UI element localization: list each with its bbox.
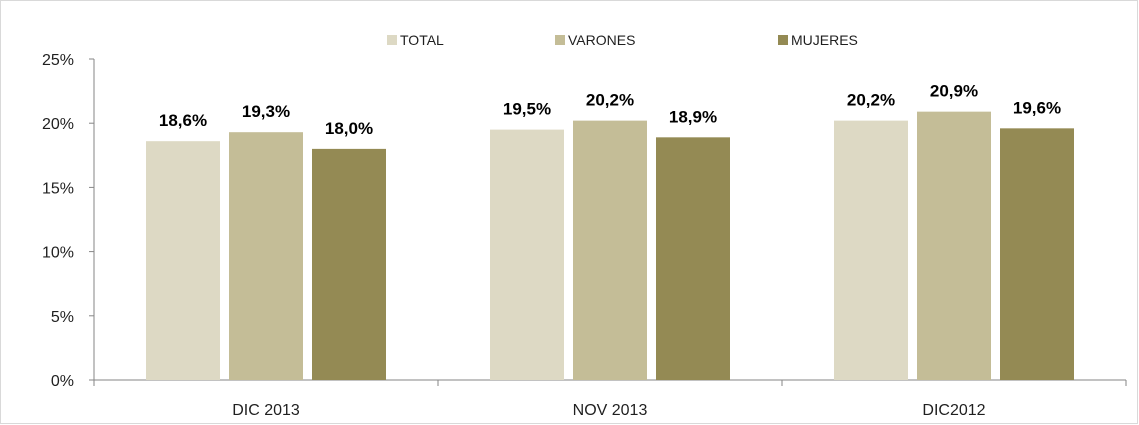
legend-label-varones: VARONES (568, 32, 635, 48)
bar-varones-dic-2013 (229, 132, 303, 380)
legend-swatch-varones (555, 35, 565, 45)
x-tick-label: DIC 2013 (232, 402, 300, 419)
legend-label-mujeres: MUJERES (791, 32, 858, 48)
legend-swatch-mujeres (778, 35, 788, 45)
y-axis: 0% 5% 10% 15% 20% 25% (42, 52, 95, 390)
legend-swatch-total (387, 35, 397, 45)
bar-total-nov-2013 (490, 129, 564, 380)
y-tick-label: 10% (42, 245, 74, 262)
y-tick-label: 20% (42, 116, 74, 133)
bar-varones-nov-2013 (573, 120, 647, 380)
bar-total-dic2012 (834, 120, 908, 380)
bar-series-group (146, 111, 1074, 381)
y-tick-label: 0% (51, 373, 74, 390)
bar-mujeres-dic-2013 (312, 148, 386, 380)
data-label-mujeres-nov-2013: 18,9% (669, 107, 717, 126)
data-label-mujeres-dic2012: 19,6% (1013, 98, 1061, 117)
data-label-total-nov-2013: 19,5% (503, 100, 551, 119)
data-label-group: 18,6% 19,5% 20,2% 19,3% 20,2% 20,9% 18,0% 18,9%… (159, 82, 1061, 138)
y-tick-label: 25% (42, 52, 74, 69)
legend: TOTAL VARONES MUJERES (387, 32, 858, 48)
bar-total-dic-2013 (146, 141, 220, 380)
bar-mujeres-nov-2013 (656, 137, 730, 380)
data-label-varones-nov-2013: 20,2% (586, 91, 634, 110)
x-axis: DIC 2013 NOV 2013 DIC2012 (93, 379, 1127, 419)
x-tick-label: NOV 2013 (573, 402, 648, 419)
y-tick-label: 15% (42, 180, 74, 197)
data-label-varones-dic2012: 20,9% (930, 82, 978, 101)
legend-label-total: TOTAL (400, 32, 444, 48)
bar-mujeres-dic2012 (1000, 128, 1074, 380)
x-tick-label: DIC2012 (922, 402, 985, 419)
data-label-varones-dic-2013: 19,3% (242, 102, 290, 121)
data-label-total-dic-2013: 18,6% (159, 111, 207, 130)
bar-varones-dic2012 (917, 111, 991, 381)
y-tick-label: 5% (51, 309, 74, 326)
data-label-mujeres-dic-2013: 18,0% (325, 119, 373, 138)
data-label-total-dic2012: 20,2% (847, 91, 895, 110)
